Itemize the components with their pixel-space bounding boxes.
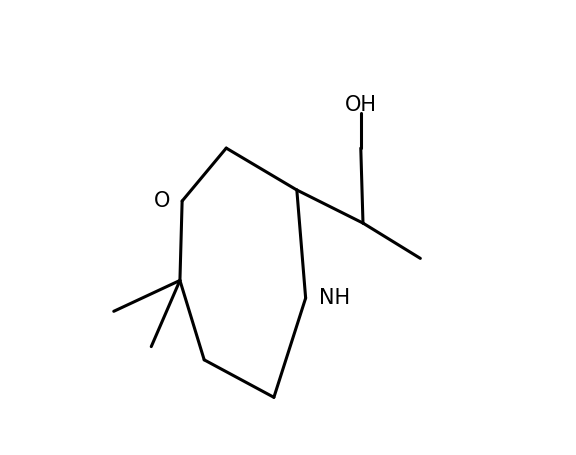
Text: NH: NH (319, 288, 350, 308)
Text: OH: OH (345, 95, 377, 115)
Text: O: O (153, 191, 170, 211)
